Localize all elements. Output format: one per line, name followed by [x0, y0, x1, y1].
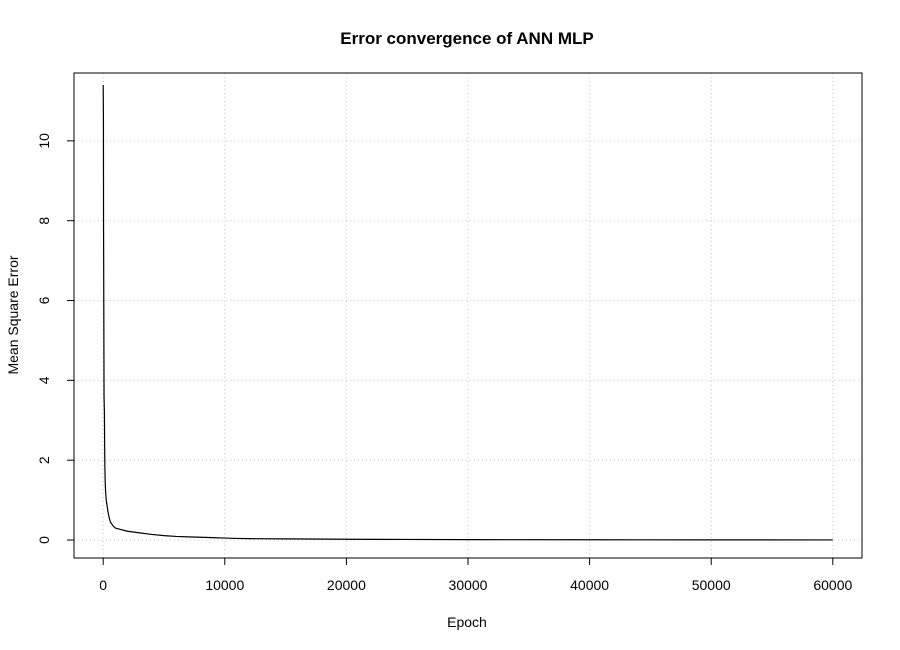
x-tick-label: 60000	[813, 577, 852, 593]
y-tick-label: 6	[36, 296, 52, 304]
x-axis: 0 10000 20000 30000 40000 50000 60000	[99, 557, 852, 593]
y-tick-label: 4	[36, 376, 52, 384]
x-tick-label: 0	[99, 577, 107, 593]
x-axis-label: Epoch	[447, 614, 487, 630]
x-tick-label: 10000	[205, 577, 244, 593]
y-axis: 0 2 4 6 8 10	[36, 133, 75, 544]
y-tick-label: 2	[36, 456, 52, 464]
y-tick-label: 0	[36, 536, 52, 544]
y-tick-label: 8	[36, 217, 52, 225]
x-tick-label: 30000	[449, 577, 488, 593]
grid-layer	[74, 73, 862, 558]
y-tick-label: 10	[36, 133, 52, 149]
x-tick-label: 20000	[327, 577, 366, 593]
x-tick-label: 50000	[692, 577, 731, 593]
series-line	[102, 84, 833, 541]
y-axis-label: Mean Square Error	[5, 255, 21, 374]
chart-title: Error convergence of ANN MLP	[340, 29, 593, 48]
x-tick-label: 40000	[570, 577, 609, 593]
series-layer	[102, 84, 833, 541]
